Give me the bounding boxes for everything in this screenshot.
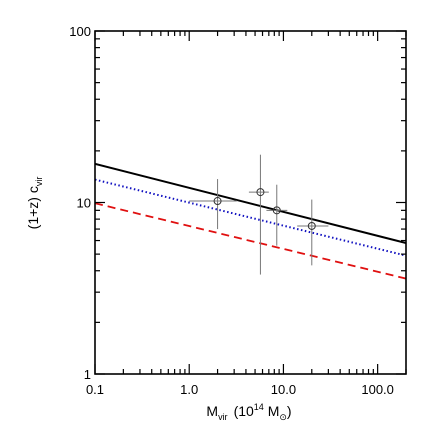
point-marker	[256, 188, 265, 197]
x-tick-label: 10.0	[271, 382, 296, 397]
x-tick-label: 0.1	[86, 382, 104, 397]
x-tick-label: 100.0	[361, 382, 394, 397]
data-point-4	[297, 199, 329, 266]
data-point-1	[189, 179, 237, 230]
y-tick-label: 1	[84, 367, 91, 382]
x-tick-label: 1.0	[180, 382, 198, 397]
x-axis-label: Mvir (1014 M⊙)	[206, 402, 291, 422]
plot-area	[95, 154, 406, 280]
y-tick-label: 10	[77, 196, 91, 211]
point-marker	[272, 206, 281, 215]
y-axis-label: (1+z) cvir	[25, 177, 44, 230]
point-marker	[307, 221, 316, 230]
data-point-3	[266, 184, 288, 246]
axes: 0.1 1.0 10.0 100.0 1 10 100	[69, 24, 407, 397]
series-line-dotted	[95, 178, 406, 257]
series-line-solid	[95, 162, 406, 245]
point-marker	[213, 197, 222, 206]
series-line-dashed	[95, 202, 406, 280]
y-tick-label: 100	[69, 24, 91, 39]
data-point-2	[248, 154, 269, 275]
